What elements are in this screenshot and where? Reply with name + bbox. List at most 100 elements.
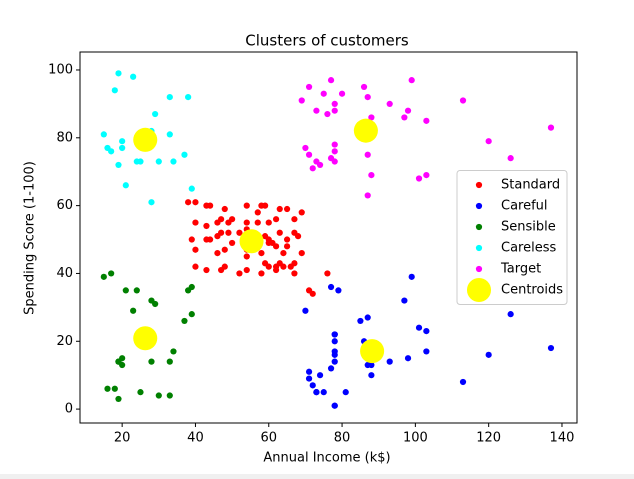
point <box>225 229 232 236</box>
point <box>287 263 294 270</box>
point <box>130 73 137 80</box>
point <box>152 300 159 308</box>
legend-marker <box>475 181 483 189</box>
point <box>485 138 492 145</box>
point <box>291 270 298 277</box>
point <box>331 158 338 165</box>
point <box>331 148 338 155</box>
point <box>152 110 159 118</box>
point <box>320 389 327 396</box>
point <box>364 93 371 101</box>
point <box>115 358 122 365</box>
point <box>415 175 423 182</box>
point <box>368 114 375 121</box>
point <box>272 266 280 274</box>
point <box>408 77 415 84</box>
point <box>335 287 342 294</box>
point <box>221 246 228 253</box>
legend-label: Sensible <box>501 220 556 235</box>
point <box>507 311 514 318</box>
point <box>331 338 338 345</box>
point <box>423 171 430 179</box>
y-tick-label: 20 <box>56 334 73 349</box>
point <box>185 93 192 101</box>
point <box>115 70 122 77</box>
point <box>181 317 188 325</box>
point <box>122 182 129 189</box>
point <box>243 253 250 260</box>
point <box>386 358 393 365</box>
point <box>166 131 173 138</box>
x-tick-label: 40 <box>187 431 204 446</box>
point <box>283 243 291 250</box>
point <box>133 127 158 152</box>
point <box>368 361 375 369</box>
point <box>104 385 111 392</box>
point <box>547 124 555 131</box>
x-tick-label: 20 <box>114 431 131 446</box>
point <box>331 331 338 338</box>
point <box>272 216 280 223</box>
point <box>214 249 221 257</box>
x-tick-label: 100 <box>403 431 428 446</box>
point <box>108 270 115 277</box>
point <box>239 229 264 254</box>
point <box>408 273 415 280</box>
legend-label: Careless <box>501 241 556 256</box>
point <box>155 392 162 399</box>
x-tick-label: 80 <box>334 431 351 446</box>
point <box>148 199 155 206</box>
point <box>305 151 313 158</box>
point <box>100 273 107 280</box>
point <box>119 138 126 145</box>
point <box>207 202 214 209</box>
point <box>364 314 371 321</box>
point <box>298 249 305 257</box>
point <box>137 389 144 396</box>
point <box>181 151 188 158</box>
y-axis-label: Spending Score (1-100) <box>23 161 38 315</box>
point <box>401 114 408 121</box>
point <box>331 100 338 107</box>
point <box>331 402 338 409</box>
axes-frame <box>79 51 578 424</box>
point <box>294 233 302 240</box>
point <box>280 263 287 270</box>
point <box>258 202 265 209</box>
point <box>170 158 177 165</box>
point <box>272 243 280 250</box>
point <box>327 365 335 372</box>
point <box>254 209 261 216</box>
point <box>166 93 173 101</box>
point <box>188 185 195 192</box>
point <box>309 290 316 297</box>
plot-area <box>100 70 555 409</box>
point <box>185 199 192 206</box>
point <box>111 385 118 392</box>
point <box>214 219 221 226</box>
point <box>291 216 298 223</box>
point <box>360 339 385 364</box>
point <box>130 307 137 314</box>
point <box>261 260 269 267</box>
point <box>423 327 430 335</box>
legend-label: Careful <box>501 199 548 214</box>
point <box>115 395 122 403</box>
point <box>192 219 199 226</box>
point <box>507 155 514 162</box>
point <box>305 83 313 91</box>
point <box>192 263 199 270</box>
point <box>309 382 316 389</box>
point <box>254 219 261 226</box>
point <box>188 236 195 243</box>
point <box>283 236 291 243</box>
point <box>218 266 225 274</box>
point <box>122 287 129 294</box>
point <box>265 219 272 226</box>
point <box>280 249 287 257</box>
point <box>404 107 412 114</box>
point <box>258 270 265 277</box>
point <box>221 205 228 213</box>
point <box>324 270 331 277</box>
